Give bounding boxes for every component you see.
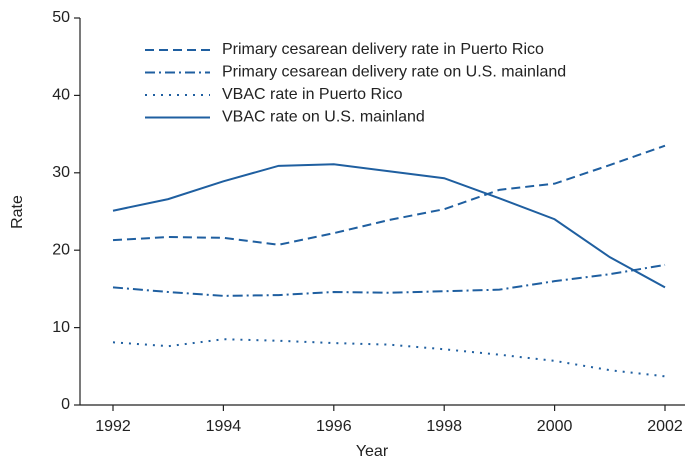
y-tick-label: 50 — [52, 9, 70, 26]
legend-label: VBAC rate on U.S. mainland — [222, 109, 425, 126]
y-tick-label: 0 — [61, 396, 70, 413]
x-tick-label: 1998 — [426, 418, 462, 435]
y-tick-label: 30 — [52, 164, 70, 181]
series-line — [112, 163, 666, 289]
x-tick-label: 1996 — [316, 418, 352, 435]
legend-label: Primary cesarean delivery rate in Puerto… — [222, 41, 544, 58]
series-line — [112, 144, 666, 246]
x-tick-label: 1994 — [206, 418, 242, 435]
x-tick-label: 2000 — [537, 418, 573, 435]
y-tick-label: 40 — [52, 87, 70, 104]
x-axis-label: Year — [356, 443, 389, 460]
x-tick-label: 2002 — [647, 418, 683, 435]
legend-label: VBAC rate in Puerto Rico — [222, 86, 403, 103]
series-line — [112, 338, 666, 378]
y-tick-label: 10 — [52, 319, 70, 336]
y-axis-label: Rate — [9, 195, 26, 229]
legend-label: Primary cesarean delivery rate on U.S. m… — [222, 64, 566, 81]
y-tick-label: 20 — [52, 241, 70, 258]
x-tick-label: 1992 — [95, 418, 131, 435]
series-line — [112, 263, 666, 297]
